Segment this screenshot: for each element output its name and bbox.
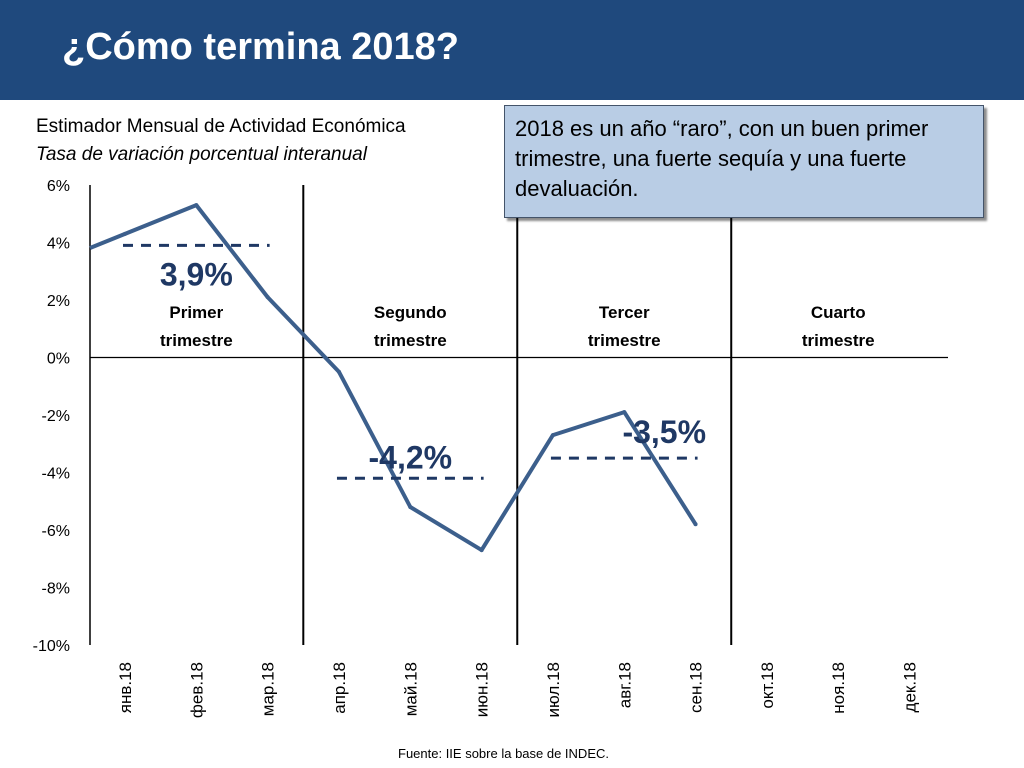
data-point: [479, 548, 484, 553]
y-tick-label: -10%: [33, 638, 70, 655]
title-bar: [0, 0, 1024, 100]
x-tick-label: сен.18: [687, 662, 706, 713]
y-tick-label: -8%: [42, 581, 70, 598]
y-tick-label: 4%: [47, 236, 70, 253]
data-point: [265, 295, 270, 300]
data-point: [336, 369, 341, 374]
data-point: [408, 505, 413, 509]
x-tick-label: янв.18: [116, 662, 135, 713]
y-tick-label: 6%: [47, 178, 70, 195]
x-tick-label: ноя.18: [829, 662, 848, 714]
page-title: ¿Cómo termina 2018?: [62, 26, 459, 68]
note-box: 2018 es un año “raro”, con un buen prime…: [504, 105, 984, 218]
quarter-average-label: -3,5%: [622, 414, 706, 450]
data-point: [194, 203, 199, 208]
x-tick-label: мар.18: [259, 662, 278, 716]
x-tick-label: фев.18: [187, 662, 206, 718]
data-point: [550, 433, 555, 438]
x-tick-label: окт.18: [758, 662, 777, 709]
data-point: [693, 522, 698, 527]
quarter-label: trimestre: [802, 331, 875, 350]
y-tick-label: 2%: [47, 293, 70, 310]
data-point: [622, 410, 627, 415]
y-tick-label: 0%: [47, 351, 70, 368]
y-tick-label: -6%: [42, 523, 70, 540]
y-tick-label: -2%: [42, 408, 70, 425]
quarter-average-label: 3,9%: [160, 256, 233, 292]
x-tick-label: июн.18: [473, 662, 492, 717]
x-tick-label: май.18: [401, 662, 420, 716]
quarter-label: Segundo: [374, 303, 447, 322]
quarter-average-label: -4,2%: [368, 439, 452, 475]
x-tick-label: дек.18: [901, 662, 920, 712]
quarter-label: Cuarto: [811, 303, 866, 322]
quarter-label: Tercer: [599, 303, 650, 322]
x-tick-label: апр.18: [330, 662, 349, 714]
y-tick-label: -4%: [42, 466, 70, 483]
x-tick-label: июл.18: [544, 662, 563, 717]
series-line: [89, 203, 698, 553]
quarter-label: trimestre: [374, 331, 447, 350]
source-note: Fuente: IIE sobre la base de INDEC.: [398, 746, 609, 761]
quarter-label: trimestre: [160, 331, 233, 350]
chart-subtitle: Tasa de variación porcentual interanual: [36, 144, 367, 165]
quarter-label: trimestre: [588, 331, 661, 350]
quarter-label: Primer: [169, 303, 223, 322]
data-point: [123, 231, 127, 236]
x-tick-label: авг.18: [615, 662, 634, 708]
chart-title: Estimador Mensual de Actividad Económica: [36, 116, 406, 137]
